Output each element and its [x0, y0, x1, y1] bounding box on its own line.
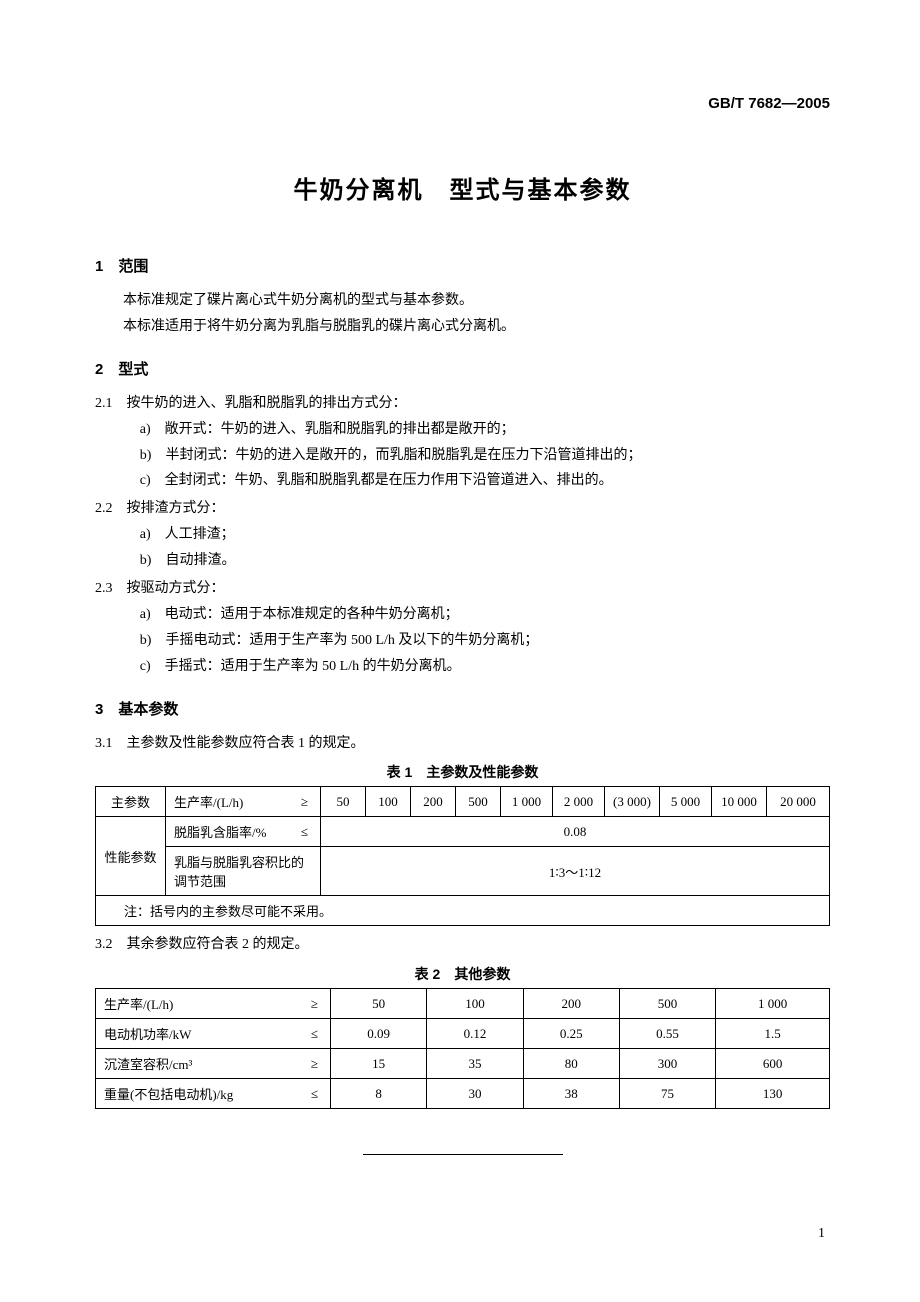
table-cell: 生产率/(L/h) ≥	[96, 989, 331, 1019]
table-cell: 38	[523, 1079, 619, 1109]
lte-symbol: ≤	[301, 824, 314, 840]
section-2-1-lead: 2.1 按牛奶的进入、乳脂和脱脂乳的排出方式分：	[95, 391, 830, 417]
section-3-heading: 3 基本参数	[95, 698, 830, 719]
table-cell: 1 000	[501, 787, 553, 817]
lte-symbol: ≤	[311, 1026, 324, 1042]
section-2-1-item-b: b) 半封闭式：牛奶的进入是敞开的，而乳脂和脱脂乳是在压力下沿管道排出的；	[95, 443, 830, 469]
section-2-2-item-a: a) 人工排渣；	[95, 522, 830, 548]
section-2-3-item-a: a) 电动式：适用于本标准规定的各种牛奶分离机；	[95, 602, 830, 628]
main-title: 牛奶分离机 型式与基本参数	[95, 170, 830, 205]
table-cell: 15	[331, 1049, 427, 1079]
gte-symbol: ≥	[311, 996, 324, 1012]
gte-symbol: ≥	[311, 1056, 324, 1072]
table-cell: 主参数	[96, 787, 166, 817]
table-2: 生产率/(L/h) ≥ 50 100 200 500 1 000 电动机功率/k…	[95, 988, 830, 1109]
row-label: 生产率/(L/h)	[104, 994, 173, 1013]
table-row: 生产率/(L/h) ≥ 50 100 200 500 1 000	[96, 989, 830, 1019]
table-cell: 8	[331, 1079, 427, 1109]
table-cell: 35	[427, 1049, 523, 1079]
table-cell: 500	[456, 787, 501, 817]
row-label: 重量(不包括电动机)/kg	[104, 1084, 233, 1103]
table-row: 电动机功率/kW ≤ 0.09 0.12 0.25 0.55 1.5	[96, 1019, 830, 1049]
table-cell: 500	[619, 989, 715, 1019]
table-cell: 80	[523, 1049, 619, 1079]
table-cell: 0.08	[321, 817, 830, 847]
table-cell: 电动机功率/kW ≤	[96, 1019, 331, 1049]
table-cell: 乳脂与脱脂乳容积比的调节范围	[166, 847, 321, 896]
section-1-para-1: 本标准规定了碟片离心式牛奶分离机的型式与基本参数。	[95, 288, 830, 314]
table-row: 主参数 生产率/(L/h) ≥ 50 100 200 500 1 000 2 0…	[96, 787, 830, 817]
section-2-heading: 2 型式	[95, 358, 830, 379]
table-cell: 10 000	[712, 787, 767, 817]
table-cell: 1 000	[716, 989, 830, 1019]
section-2-3-item-b: b) 手摇电动式：适用于生产率为 500 L/h 及以下的牛奶分离机；	[95, 628, 830, 654]
table-cell: 300	[619, 1049, 715, 1079]
table-cell: 200	[523, 989, 619, 1019]
section-3-2-text: 3.2 其余参数应符合表 2 的规定。	[95, 932, 830, 958]
section-2-2-lead: 2.2 按排渣方式分：	[95, 496, 830, 522]
section-2-3-item-c: c) 手摇式：适用于生产率为 50 L/h 的牛奶分离机。	[95, 654, 830, 680]
table-cell: 100	[427, 989, 523, 1019]
table-cell: 20 000	[767, 787, 830, 817]
table-cell: 5 000	[660, 787, 712, 817]
table-cell: 600	[716, 1049, 830, 1079]
section-2-2-item-b: b) 自动排渣。	[95, 548, 830, 574]
table-cell: 30	[427, 1079, 523, 1109]
table-cell: 0.12	[427, 1019, 523, 1049]
section-1-para-2: 本标准适用于将牛奶分离为乳脂与脱脂乳的碟片离心式分离机。	[95, 314, 830, 340]
fat-label: 脱脂乳含脂率/%	[174, 822, 266, 841]
document-id: GB/T 7682—2005	[708, 95, 830, 112]
page-number: 1	[818, 1226, 825, 1242]
table-cell: 100	[366, 787, 411, 817]
table-cell: 200	[411, 787, 456, 817]
table-cell: 130	[716, 1079, 830, 1109]
section-2-3-lead: 2.3 按驱动方式分：	[95, 576, 830, 602]
table-cell: 生产率/(L/h) ≥	[166, 787, 321, 817]
table-1-note: 注：括号内的主参数尽可能不采用。	[96, 896, 830, 926]
gte-symbol: ≥	[301, 794, 314, 810]
table-cell: 0.25	[523, 1019, 619, 1049]
section-2-1-item-c: c) 全封闭式：牛奶、乳脂和脱脂乳都是在压力作用下沿管道进入、排出的。	[95, 468, 830, 494]
table-cell: 脱脂乳含脂率/% ≤	[166, 817, 321, 847]
table-cell: 沉渣室容积/cm³ ≥	[96, 1049, 331, 1079]
table-cell: 0.55	[619, 1019, 715, 1049]
lte-symbol: ≤	[311, 1086, 324, 1102]
footer-rule	[363, 1154, 563, 1155]
table-row: 性能参数 脱脂乳含脂率/% ≤ 0.08	[96, 817, 830, 847]
table-row: 重量(不包括电动机)/kg ≤ 8 30 38 75 130	[96, 1079, 830, 1109]
row-label: 沉渣室容积/cm³	[104, 1054, 192, 1073]
table-1: 主参数 生产率/(L/h) ≥ 50 100 200 500 1 000 2 0…	[95, 786, 830, 926]
section-2-1-item-a: a) 敞开式：牛奶的进入、乳脂和脱脂乳的排出都是敞开的；	[95, 417, 830, 443]
table-cell: 重量(不包括电动机)/kg ≤	[96, 1079, 331, 1109]
table-cell: 2 000	[553, 787, 605, 817]
rate-label: 生产率/(L/h)	[174, 792, 243, 811]
table-row: 乳脂与脱脂乳容积比的调节范围 1∶3～1∶12	[96, 847, 830, 896]
table-1-title: 表 1 主参数及性能参数	[95, 762, 830, 782]
table-cell: 50	[321, 787, 366, 817]
table-cell: 1.5	[716, 1019, 830, 1049]
table-row: 沉渣室容积/cm³ ≥ 15 35 80 300 600	[96, 1049, 830, 1079]
table-cell: 性能参数	[96, 817, 166, 896]
table-2-title: 表 2 其他参数	[95, 964, 830, 984]
table-cell: 50	[331, 989, 427, 1019]
section-3-1-text: 3.1 主参数及性能参数应符合表 1 的规定。	[95, 731, 830, 757]
table-cell: (3 000)	[605, 787, 660, 817]
table-cell: 0.09	[331, 1019, 427, 1049]
table-cell: 1∶3～1∶12	[321, 847, 830, 896]
table-cell: 75	[619, 1079, 715, 1109]
table-row: 注：括号内的主参数尽可能不采用。	[96, 896, 830, 926]
section-1-heading: 1 范围	[95, 255, 830, 276]
row-label: 电动机功率/kW	[104, 1024, 191, 1043]
